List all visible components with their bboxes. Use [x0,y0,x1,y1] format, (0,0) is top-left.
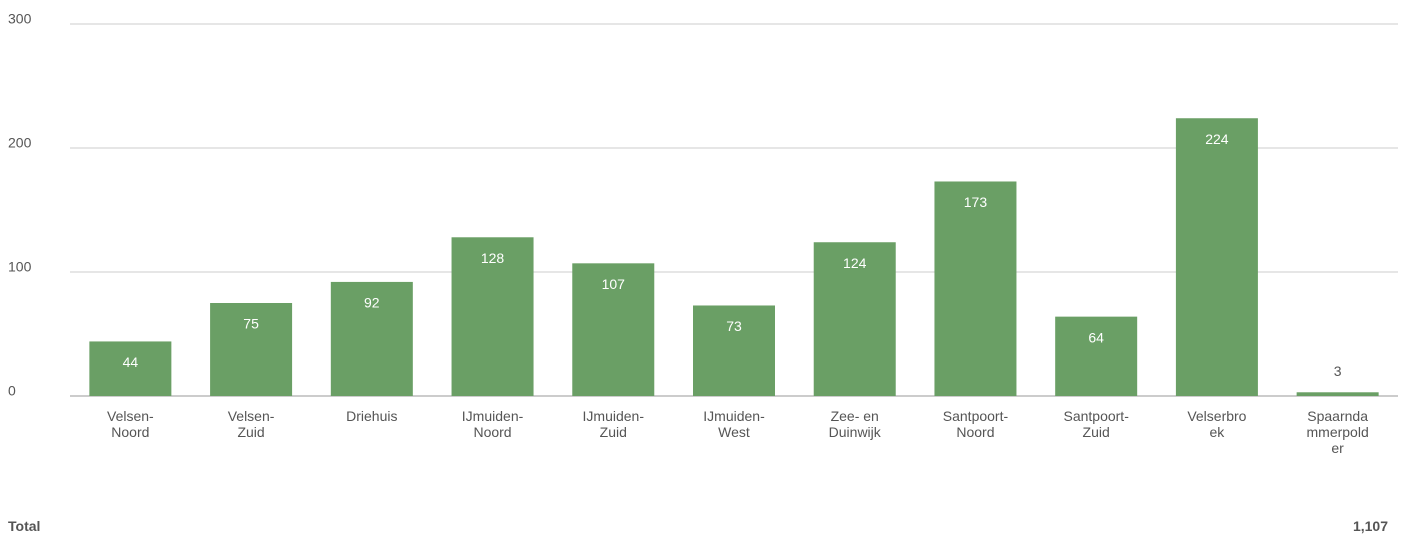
bar [934,181,1017,396]
y-tick-label: 200 [8,135,32,151]
x-tick-label: Velsen-Zuid [227,408,275,440]
bar [89,341,172,396]
bar [1055,316,1138,396]
bar [1296,392,1379,396]
total-label: Total [8,518,41,534]
value-label: 173 [964,194,988,210]
x-tick-label: IJmuiden-Zuid [582,408,644,440]
bar [451,237,534,396]
x-tick-label: Velserbroek [1187,408,1247,440]
x-tick-label: Zee- en Duinwijk [828,408,881,440]
x-tick-label: Spaarndammerpolder [1306,408,1369,456]
value-label: 107 [602,276,626,292]
y-tick-label: 100 [8,259,32,275]
x-tick-label: Driehuis [346,408,398,424]
bar [330,281,413,396]
value-label: 73 [726,318,742,334]
bar [1175,118,1258,397]
value-label: 64 [1088,329,1104,345]
value-label: 124 [843,255,867,271]
bar [210,303,293,396]
x-tick-label: IJmuiden-West [703,408,765,440]
x-tick-label: Velsen-Noord [107,408,154,440]
value-label: 3 [1334,363,1342,379]
value-label: 44 [123,354,139,370]
x-tick-label: Santpoort-Noord [942,408,1009,440]
bar [693,305,775,396]
x-tick-label: Santpoort-Zuid [1063,408,1129,440]
value-label: 224 [1205,131,1229,147]
value-label: 92 [364,295,380,311]
y-tick-label: 0 [8,383,16,399]
value-label: 75 [243,316,259,332]
total-value: 1,107 [1352,518,1388,534]
bar [572,263,655,396]
y-tick-label: 300 [8,11,32,27]
bar [813,242,896,396]
x-tick-label: IJmuiden-Noord [461,408,524,440]
value-label: 128 [481,250,505,266]
